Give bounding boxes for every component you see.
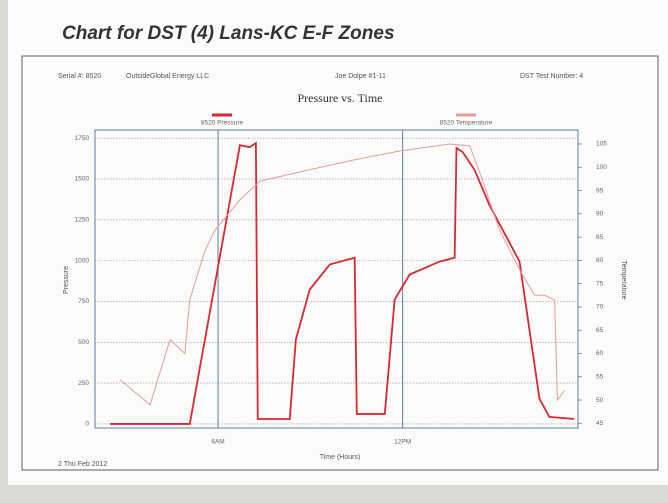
page-title: Chart for DST (4) Lans-KC E-F Zones — [62, 23, 395, 44]
y2-tick-label: 50 — [596, 397, 604, 404]
frame — [21, 55, 659, 471]
y2-tick-label: 100 — [596, 164, 607, 171]
header-item: Serial #: 8520 — [58, 73, 101, 80]
y2-tick-label: 75 — [596, 280, 604, 287]
footer-date: 2 Thu Feb 2012 — [58, 461, 107, 468]
y2-tick-label: 90 — [596, 211, 604, 218]
y2-tick-label: 65 — [596, 327, 604, 334]
y2-tick-label: 70 — [596, 304, 604, 311]
y2-tick-label: 80 — [596, 257, 604, 264]
series-line — [119, 143, 565, 406]
y2-tick-label: 105 — [596, 141, 607, 148]
y-tick-label: 750 — [78, 298, 89, 305]
x-axis-label: Time (Hours) — [320, 454, 361, 461]
y2-axis-label: Temperature — [620, 260, 627, 299]
header-item: Outside — [126, 73, 150, 80]
paper — [8, 0, 668, 485]
y-tick-label: 500 — [78, 339, 89, 346]
y2-tick-label: 95 — [596, 187, 604, 194]
legend-label: 8520 Temperature — [440, 120, 493, 127]
header-item: Joe Dolpe #1-11 — [335, 73, 386, 80]
y-tick-label: 250 — [78, 380, 89, 387]
y-axis-label: Pressure — [63, 266, 70, 294]
y-tick-label: 1250 — [75, 217, 90, 224]
y-tick-label: 0 — [85, 421, 89, 428]
header-item: DST Test Number: 4 — [520, 73, 583, 80]
y2-tick-label: 55 — [596, 374, 604, 381]
y-tick-label: 1500 — [75, 176, 90, 183]
y-tick-label: 1750 — [75, 135, 90, 142]
y-tick-label: 1000 — [75, 257, 90, 264]
x-tick-label: 6AM — [211, 439, 224, 446]
x-tick-label: 12PM — [394, 439, 411, 446]
legend-label: 8520 Pressure — [201, 120, 244, 127]
y2-tick-label: 60 — [596, 350, 604, 357]
chart-title: Pressure vs. Time — [297, 91, 382, 105]
header-item: Global Energy LLC — [150, 73, 209, 80]
series-line — [110, 141, 575, 425]
plot-area — [94, 129, 579, 429]
y2-tick-label: 45 — [596, 420, 604, 427]
y2-tick-label: 85 — [596, 234, 604, 241]
